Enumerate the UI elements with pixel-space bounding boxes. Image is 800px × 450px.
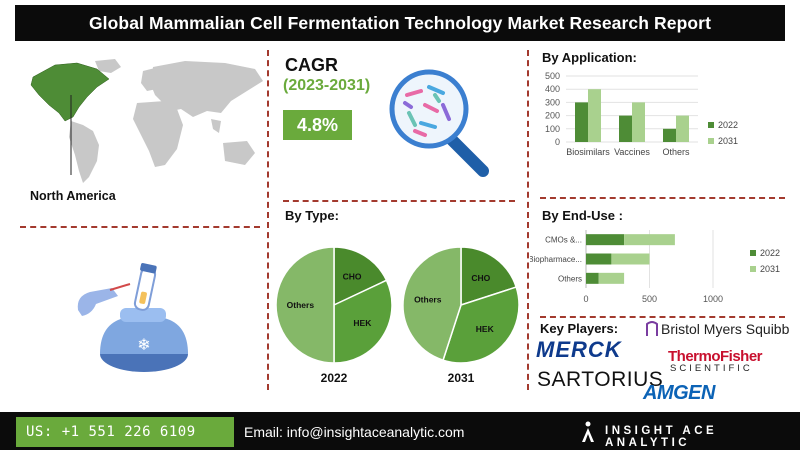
bar-2022	[619, 115, 632, 142]
by-end-use-title: By End-Use :	[542, 208, 623, 223]
logo-sartorius: SARTORIUS	[537, 368, 664, 391]
logo-bristol-myers-squibb: Bristol Myers Squibb	[645, 320, 789, 338]
x-tick-label: 1000	[703, 294, 723, 304]
magnifier-bacteria-icon	[389, 69, 489, 177]
pie-caption: 2031	[448, 371, 475, 385]
pie-slice-label: CHO	[343, 272, 362, 282]
legend-swatch-2031	[708, 138, 714, 144]
bar-2031	[632, 102, 645, 142]
legend-label: 2031	[718, 136, 738, 146]
logo-thermo-fisher: ThermoFisher SCIENTIFIC	[668, 348, 763, 374]
bar-segment-2022	[586, 272, 599, 284]
phone-number[interactable]: US: +1 551 226 6109	[16, 417, 234, 447]
y-tick-label: 0	[555, 137, 560, 147]
x-tick-label: Biosimilars	[566, 147, 610, 157]
pie-slice-label: HEK	[476, 324, 495, 334]
north-america-shape	[30, 62, 110, 122]
y-tick-label: 100	[545, 124, 560, 134]
divider-middle	[283, 200, 515, 202]
divider-vertical-left	[267, 50, 269, 390]
pie-slice-hek	[442, 286, 520, 364]
key-players-title: Key Players:	[540, 321, 619, 336]
brand-logo-icon	[582, 421, 594, 442]
lab-illustration: ❄	[77, 263, 188, 372]
legend-swatch-2022	[750, 250, 756, 256]
y-tick-label: 500	[545, 71, 560, 81]
divider-left	[20, 226, 260, 228]
y-tick-label: CMOs &...	[545, 236, 582, 245]
brand-name: INSIGHT ACE ANALYTIC	[605, 425, 718, 449]
legend-label: 2031	[760, 264, 780, 274]
cagr-title: CAGR	[285, 55, 338, 75]
x-tick-label: Others	[662, 147, 690, 157]
legend-label: 2022	[760, 248, 780, 258]
email-address[interactable]: Email: info@insightaceanalytic.com	[244, 424, 465, 440]
y-tick-label: Biopharmace...	[530, 255, 582, 264]
pie-slice-label: Others	[414, 295, 442, 305]
x-tick-label: 0	[583, 294, 588, 304]
y-tick-label: 300	[545, 97, 560, 107]
legend-label: 2022	[718, 120, 738, 130]
y-tick-label: 400	[545, 84, 560, 94]
bar-2031	[676, 115, 689, 142]
divider-vertical-right	[527, 50, 529, 390]
divider-right	[540, 197, 785, 199]
cagr-value: 4.8%	[283, 110, 352, 140]
page-title: Global Mammalian Cell Fermentation Techn…	[15, 5, 785, 41]
world-map	[30, 59, 263, 183]
pie-slice-cho	[333, 246, 388, 307]
x-tick-label: 500	[642, 294, 657, 304]
logo-amgen: AMGEN	[643, 382, 715, 404]
bar-2031	[588, 89, 601, 142]
cagr-period: (2023-2031)	[283, 77, 371, 94]
bar-segment-2031	[598, 272, 625, 284]
by-type-title: By Type:	[285, 208, 339, 223]
svg-text:❄: ❄	[137, 337, 150, 354]
legend-swatch-2022	[708, 122, 714, 128]
pie-slice-label: Others	[287, 300, 315, 310]
bms-mark-icon	[646, 321, 658, 336]
pie-slice-label: HEK	[353, 318, 372, 328]
type-pie-charts: CHO HEK Others 2022 CHO HEK Others 2031	[275, 246, 520, 385]
y-tick-label: 200	[545, 111, 560, 121]
pie-caption: 2022	[321, 371, 348, 385]
bar-2022	[575, 102, 588, 142]
pie-slice-cho	[460, 246, 518, 307]
legend-swatch-2031	[750, 266, 756, 272]
pie-slice-label: CHO	[471, 273, 490, 283]
region-label: North America	[30, 189, 116, 203]
logo-merck: MERCK	[536, 337, 622, 362]
pie-slice-others	[402, 246, 462, 362]
bar-segment-2022	[586, 253, 612, 265]
bar-segment-2022	[586, 234, 625, 246]
bar-segment-2031	[624, 234, 675, 246]
divider-right-lower	[540, 316, 785, 318]
bar-2022	[663, 128, 676, 142]
x-tick-label: Vaccines	[614, 147, 650, 157]
end-use-bar-chart: 0 500 1000 CMOs &... Biopharmace... Others 202…	[530, 230, 780, 304]
by-application-title: By Application:	[542, 50, 637, 65]
application-bar-chart: 0 100 200 300 400 500 Biosimilars Vaccines Other…	[545, 71, 738, 157]
y-tick-label: Others	[558, 274, 582, 283]
pie-slice-others	[275, 246, 335, 364]
bar-segment-2031	[611, 253, 650, 265]
pie-slice-hek	[333, 279, 393, 364]
